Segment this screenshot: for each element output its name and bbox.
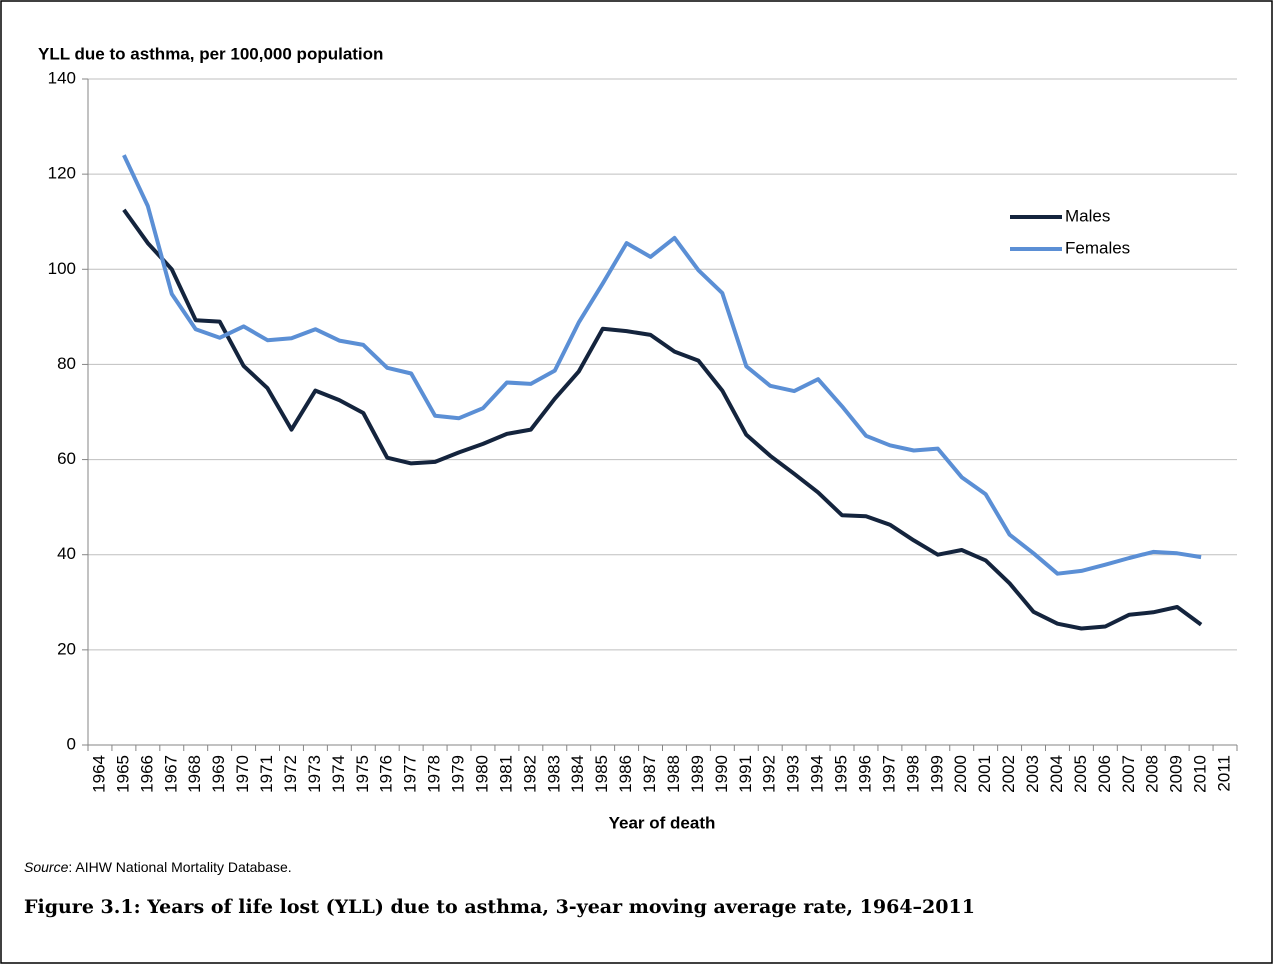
x-tick-label: 2004 [1047,755,1066,793]
x-tick-label: 1988 [664,755,683,793]
x-tick-label: 1971 [257,755,276,793]
x-tick-label: 1982 [520,755,539,793]
x-tick-label: 2009 [1167,755,1186,793]
x-tick-label: 1970 [233,755,252,793]
y-axis-label: YLL due to asthma, per 100,000 populatio… [38,44,383,63]
x-tick-label: 1997 [879,755,898,793]
x-tick-label: 1990 [712,755,731,793]
x-tick-label: 2001 [975,755,994,793]
legend-label: Males [1065,206,1110,225]
legend-label: Females [1065,238,1130,257]
series-line [122,154,1202,576]
x-tick-label: 1991 [736,755,755,793]
x-tick-label: 1966 [137,755,156,793]
x-tick-label: 1994 [808,755,827,793]
x-tick-label: 2007 [1119,755,1138,793]
source-label: Source [24,859,69,875]
x-tick-label: 1972 [281,755,300,793]
y-tick-label: 140 [48,68,76,87]
x-tick-label: 1977 [401,755,420,793]
x-tick-label: 1980 [472,755,491,793]
x-tick-label: 1978 [425,755,444,793]
y-tick-label: 120 [48,164,76,183]
x-tick-label: 2011 [1215,755,1234,792]
y-tick-label: 100 [48,259,76,278]
x-tick-label: 1996 [855,755,874,793]
x-tick-label: 1974 [329,755,348,793]
source-text: : AIHW National Mortality Database. [68,859,291,875]
x-tick-label: 1985 [592,755,611,793]
x-tick-label: 1964 [89,755,108,793]
x-tick-label: 1984 [568,755,587,793]
x-tick-label: 1992 [760,755,779,793]
x-tick-label: 2010 [1191,755,1210,793]
source: Source: AIHW National Mortality Database… [24,859,292,875]
y-tick-label: 40 [57,544,76,563]
x-tick-label: 1969 [209,755,228,793]
y-tick-label: 60 [57,449,76,468]
x-tick-label: 1989 [688,755,707,793]
x-tick-label: 1975 [353,755,372,793]
x-tick-label: 2008 [1143,755,1162,793]
x-tick-label: 1998 [903,755,922,793]
y-tick-label: 20 [57,639,76,658]
x-tick-label: 1993 [784,755,803,793]
figure-caption: Figure 3.1: Years of life lost (YLL) due… [24,896,975,918]
x-tick-label: 2005 [1071,755,1090,793]
x-tick-label: 2006 [1095,755,1114,793]
x-tick-label: 1968 [185,755,204,793]
x-tick-label: 1965 [113,755,132,793]
x-tick-label: 1967 [161,755,180,793]
x-axis-label: Year of death [609,813,716,832]
x-tick-label: 2003 [1023,755,1042,793]
x-tick-label: 1987 [640,755,659,793]
x-tick-label: 1995 [832,755,851,793]
x-tick-label: 1979 [449,755,468,793]
x-tick-label: 1981 [496,755,515,793]
x-tick-label: 1976 [377,755,396,793]
y-tick-label: 80 [57,354,76,373]
x-tick-label: 1983 [544,755,563,793]
x-tick-label: 1999 [927,755,946,793]
x-tick-label: 1973 [305,755,324,793]
x-tick-label: 2000 [951,755,970,793]
series-line [122,208,1203,631]
x-tick-label: 1986 [616,755,635,793]
y-tick-label: 0 [67,734,76,753]
x-tick-label: 2002 [999,755,1018,793]
